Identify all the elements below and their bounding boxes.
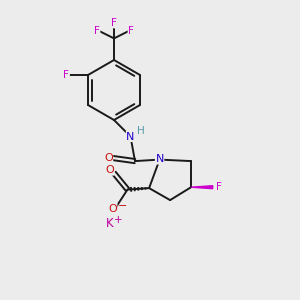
Text: O: O: [104, 153, 113, 163]
Text: F: F: [128, 26, 134, 36]
Text: F: F: [111, 18, 117, 28]
Text: H: H: [136, 126, 144, 136]
Text: +: +: [114, 215, 122, 225]
Text: F: F: [64, 70, 69, 80]
Text: N: N: [126, 131, 135, 142]
Text: O: O: [108, 203, 117, 214]
Text: F: F: [94, 26, 100, 36]
Text: K: K: [106, 217, 113, 230]
Text: N: N: [155, 154, 164, 164]
Text: −: −: [117, 201, 127, 211]
Text: O: O: [105, 165, 114, 175]
Text: F: F: [216, 182, 222, 192]
Polygon shape: [191, 186, 213, 189]
